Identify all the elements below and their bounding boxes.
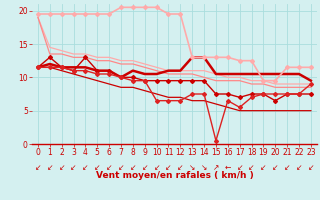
Text: ↙: ↙ [153, 163, 160, 172]
Text: ↙: ↙ [165, 163, 172, 172]
Text: ↙: ↙ [35, 163, 41, 172]
Text: ↗: ↗ [213, 163, 219, 172]
Text: ↙: ↙ [70, 163, 77, 172]
Text: ↙: ↙ [82, 163, 89, 172]
Text: ↘: ↘ [201, 163, 207, 172]
Text: ↙: ↙ [130, 163, 136, 172]
Text: ↙: ↙ [118, 163, 124, 172]
Text: ↙: ↙ [260, 163, 267, 172]
Text: ↙: ↙ [272, 163, 278, 172]
Text: ↙: ↙ [177, 163, 184, 172]
Text: ↙: ↙ [94, 163, 100, 172]
Text: ↙: ↙ [308, 163, 314, 172]
Text: ↙: ↙ [236, 163, 243, 172]
Text: ↘: ↘ [189, 163, 196, 172]
Text: ↙: ↙ [248, 163, 255, 172]
Text: ←: ← [225, 163, 231, 172]
Text: ↙: ↙ [284, 163, 290, 172]
Text: ↙: ↙ [141, 163, 148, 172]
Text: ↙: ↙ [296, 163, 302, 172]
X-axis label: Vent moyen/en rafales ( km/h ): Vent moyen/en rafales ( km/h ) [96, 171, 253, 180]
Text: ↙: ↙ [59, 163, 65, 172]
Text: ↙: ↙ [47, 163, 53, 172]
Text: ↙: ↙ [106, 163, 112, 172]
